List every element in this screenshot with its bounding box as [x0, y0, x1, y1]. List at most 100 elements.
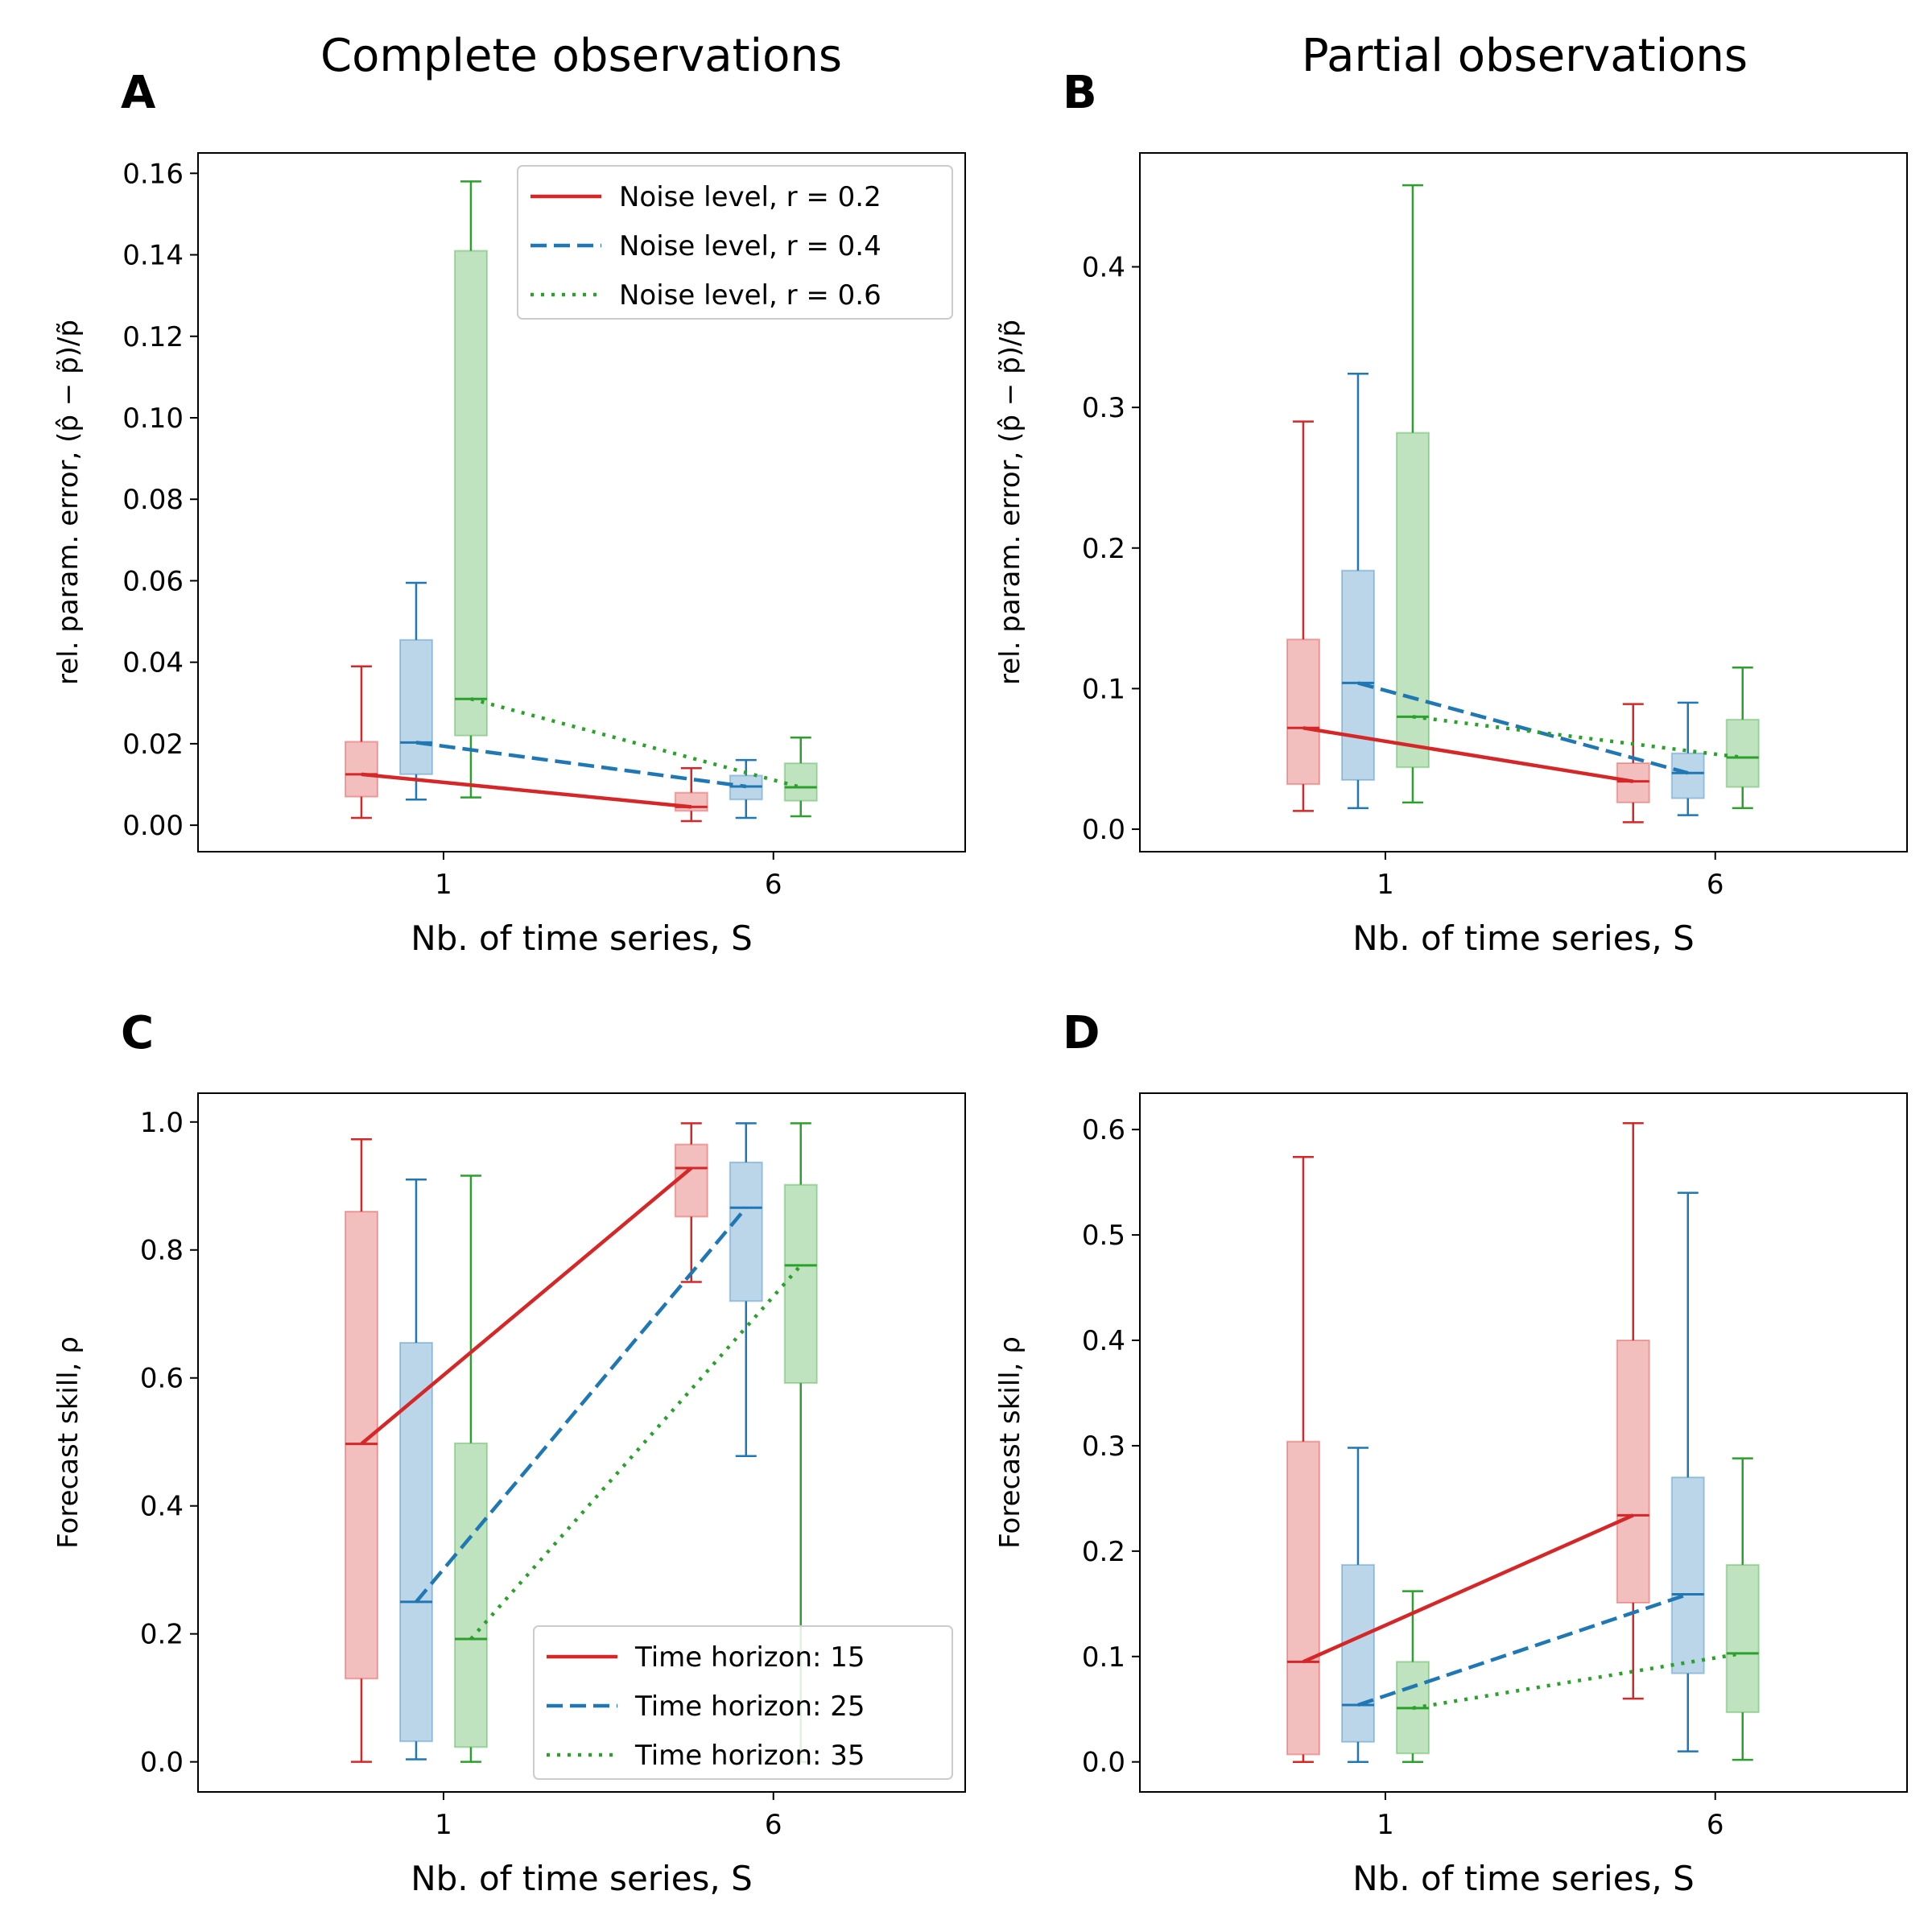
- series-median-line: [1412, 715, 1744, 760]
- box: [1616, 1340, 1650, 1604]
- box-plot: [1340, 372, 1375, 810]
- y-tick-label: 0.3: [1082, 1430, 1125, 1463]
- y-tick-label: 0.4: [1082, 1325, 1125, 1357]
- box: [674, 791, 708, 812]
- y-tick-label: 0.6: [1082, 1114, 1125, 1146]
- series-group: [398, 581, 763, 819]
- box-plot: [398, 581, 433, 801]
- box: [1340, 569, 1375, 781]
- box: [1340, 1563, 1375, 1743]
- panels: A0.000.020.040.060.080.100.120.140.161 6N…: [52, 67, 1908, 1898]
- y-tick-label: 0.8: [140, 1235, 184, 1267]
- panel-a: A0.000.020.040.060.080.100.120.140.161 6N…: [52, 67, 966, 958]
- legend-frame: [533, 1625, 953, 1780]
- y-axis-label: rel. param. error, (p̂ − p̃)/p̃: [52, 320, 85, 685]
- box-plot: [1616, 703, 1650, 824]
- box: [453, 1442, 488, 1748]
- y-tick-label: 0.02: [122, 729, 184, 761]
- y-tick-label: 0.0: [140, 1747, 184, 1779]
- x-tick-label: 1: [1377, 869, 1394, 901]
- box-plot: [1670, 701, 1705, 816]
- series-group: [344, 665, 708, 823]
- x-tick-label: 1: [435, 869, 452, 901]
- box-plot: [453, 1174, 488, 1763]
- series-group: [1340, 1191, 1705, 1763]
- x-axis-label: Nb. of time series, S: [411, 919, 753, 958]
- series-median-line: [361, 772, 691, 809]
- series-group: [1395, 184, 1760, 810]
- box-plot: [1286, 420, 1320, 812]
- column-title-left: Complete observations: [320, 30, 842, 82]
- box: [1395, 431, 1430, 769]
- y-tick-label: 0.4: [140, 1491, 184, 1523]
- box: [344, 1211, 378, 1680]
- series-median-line: [470, 697, 802, 790]
- series-median-line: [1357, 1592, 1689, 1707]
- panel-letter: B: [1063, 67, 1097, 119]
- box-plot: [729, 758, 763, 819]
- legend-entry: Noise level, r = 0.6: [619, 279, 881, 312]
- box-plot: [1670, 1191, 1705, 1752]
- series-group: [453, 1122, 818, 1763]
- y-tick-label: 0.12: [122, 321, 184, 353]
- box: [398, 638, 433, 775]
- axes-frame: [197, 152, 966, 852]
- box: [344, 741, 378, 798]
- y-tick-label: 0.00: [122, 810, 184, 842]
- y-tick-label: 0.6: [140, 1363, 184, 1395]
- legend-entry: Noise level, r = 0.4: [619, 230, 881, 262]
- y-tick-label: 0.1: [1082, 673, 1125, 705]
- box: [1725, 1563, 1760, 1714]
- y-axis-label: Forecast skill, ρ: [52, 1336, 85, 1549]
- box: [398, 1342, 433, 1743]
- box-plot: [1725, 666, 1760, 810]
- y-tick-label: 0.16: [122, 158, 184, 190]
- legend-entry: Noise level, r = 0.2: [619, 181, 881, 213]
- panel-c: C 0.0 0.2 0.4 0.6 0.8 1.0 1 6 Nb. of time series,…: [52, 1007, 966, 1898]
- box: [1616, 762, 1650, 803]
- box: [1286, 638, 1320, 786]
- x-axis-label: Nb. of time series, S: [1352, 1859, 1695, 1898]
- legend: Noise level, r = 0.2 Noise level, r = 0.4…: [517, 165, 953, 320]
- y-tick-label: 0.4: [1082, 251, 1125, 283]
- box-plot: [1725, 1457, 1760, 1761]
- series-median-line: [1357, 681, 1689, 775]
- y-tick-label: 0.06: [122, 565, 184, 597]
- x-tick-label: 1: [435, 1809, 452, 1841]
- x-tick-label: 6: [1707, 1809, 1724, 1841]
- series-median-line: [360, 1166, 693, 1446]
- box: [729, 1161, 763, 1302]
- legend-frame: [517, 165, 953, 320]
- column-title-right: Partial observations: [1302, 30, 1748, 82]
- series-group: [398, 1122, 763, 1761]
- box-plot: [1286, 1155, 1320, 1763]
- x-axis-label: Nb. of time series, S: [411, 1859, 753, 1898]
- y-tick-label: 0.0: [1082, 814, 1125, 846]
- series-group: [453, 180, 818, 818]
- axes-frame: [1139, 1092, 1908, 1793]
- box-plot: [783, 737, 818, 818]
- y-axis-label: Forecast skill, ρ: [994, 1336, 1026, 1549]
- series-group: [1340, 372, 1705, 816]
- box: [1286, 1440, 1320, 1756]
- y-tick-label: 0.14: [122, 240, 184, 272]
- series-group: [1286, 420, 1650, 824]
- x-tick-label: 6: [1707, 869, 1724, 901]
- box-plot: [453, 180, 488, 799]
- axes-frame: [1139, 152, 1908, 852]
- y-tick-label: 0.3: [1082, 392, 1125, 424]
- y-tick-label: 0.2: [140, 1619, 184, 1651]
- box-plot: [1395, 184, 1430, 804]
- axes-frame: [197, 1092, 966, 1793]
- legend-entry: Time horizon: 25: [634, 1690, 865, 1723]
- y-tick-label: 0.04: [122, 647, 184, 679]
- series-group: [1286, 1122, 1650, 1763]
- panel-letter: A: [121, 67, 156, 119]
- y-tick-label: 0.10: [122, 402, 184, 435]
- legend-entry: Time horizon: 15: [634, 1641, 865, 1674]
- x-axis-label: Nb. of time series, S: [1352, 919, 1695, 958]
- legend: Time horizon: 15 Time horizon: 25 Time hor…: [533, 1625, 953, 1780]
- x-tick-label: 1: [1377, 1809, 1394, 1841]
- box-plot: [1616, 1122, 1650, 1700]
